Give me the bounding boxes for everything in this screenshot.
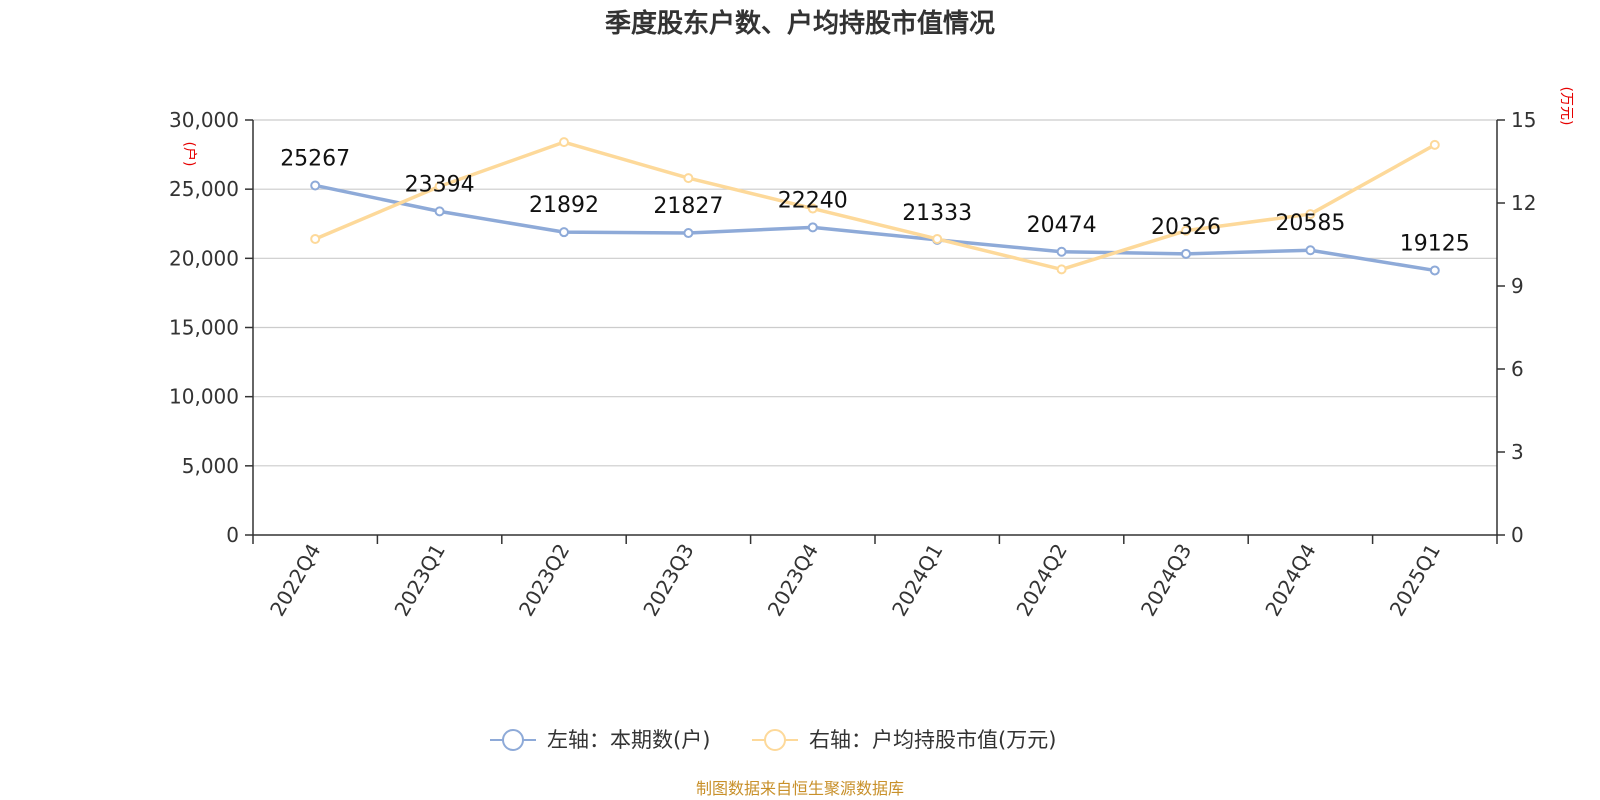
x-axis-tick-label: 2024Q1: [887, 540, 947, 621]
series-1-point[interactable]: [434, 181, 445, 192]
left-axis-tick-label: 25,000: [169, 177, 239, 201]
series-0-point[interactable]: [1181, 248, 1191, 259]
series-0-point[interactable]: [310, 180, 321, 191]
legend-marker-households: [502, 729, 524, 751]
x-axis-tick-label: 2023Q4: [763, 540, 823, 621]
series-0-point[interactable]: [1056, 246, 1067, 257]
right-axis-tick-label: 6: [1511, 357, 1524, 381]
series-line-1: [314, 140, 1436, 272]
series-line-0: [314, 183, 1436, 273]
series-1-point[interactable]: [1056, 264, 1067, 275]
series-0-point[interactable]: [434, 206, 445, 217]
series: [310, 137, 1440, 276]
right-axis-tick-label: 12: [1511, 191, 1536, 215]
left-axis-tick-label: 0: [226, 523, 239, 547]
left-axis-tick-label: 10,000: [169, 385, 239, 409]
axes: 0 5,000 10,000 15,000 20,000 25,000 30,000 0 3 6 9…: [169, 108, 1536, 620]
series-0-point[interactable]: [1429, 265, 1440, 276]
x-axis-tick-label: 2024Q3: [1136, 540, 1196, 621]
legend-label-households: 左轴：本期数(户): [547, 728, 710, 752]
left-axis-tick-label: 15,000: [169, 316, 239, 340]
series-0-point[interactable]: [559, 227, 569, 238]
series-0-data-label: 21333: [902, 201, 972, 226]
series-0-data-label: 19125: [1400, 231, 1470, 256]
series-0-data-label: 21892: [529, 193, 599, 218]
x-axis-tick-label: 2025Q1: [1385, 540, 1445, 621]
right-axis-tick-label: 0: [1511, 523, 1524, 547]
series-0-point[interactable]: [807, 222, 818, 233]
series-0-data-label: 21827: [653, 194, 723, 219]
legend: 左轴：本期数(户) 右轴：户均持股市值(万元): [490, 728, 1056, 752]
left-axis-tick-label: 30,000: [169, 108, 239, 132]
chart-title: 季度股东户数、户均持股市值情况: [605, 8, 995, 39]
series-1-point[interactable]: [1429, 139, 1440, 150]
series-0-point[interactable]: [683, 228, 694, 239]
x-axis-tick-label: 2023Q2: [514, 540, 574, 621]
x-axis-tick-label: 2023Q3: [638, 540, 698, 621]
legend-item-households[interactable]: 左轴：本期数(户): [490, 728, 710, 752]
series-0-data-label: 20326: [1151, 215, 1221, 240]
series-1-point[interactable]: [683, 173, 694, 184]
series-0-data-label: 20474: [1027, 213, 1097, 238]
grid-lines: [253, 119, 1497, 467]
series-1-point[interactable]: [1305, 209, 1316, 220]
left-axis-tick-label: 20,000: [169, 246, 239, 270]
series-1-point[interactable]: [932, 233, 943, 244]
legend-label-avg-value: 右轴：户均持股市值(万元): [809, 728, 1056, 752]
legend-item-avg-value[interactable]: 右轴：户均持股市值(万元): [752, 728, 1056, 752]
series-0-point[interactable]: [1305, 245, 1316, 256]
series-0-data-label: 25267: [280, 146, 350, 171]
right-axis-unit: (万元): [1558, 87, 1574, 126]
source-note: 制图数据来自恒生聚源数据库: [696, 779, 904, 798]
legend-marker-avg-value: [764, 729, 786, 751]
series-1-point[interactable]: [559, 137, 569, 148]
left-axis-tick-label: 5,000: [182, 454, 239, 478]
series-1-point[interactable]: [310, 233, 321, 244]
data-labels: 25267 23394 21892 21827 22240 21333 20474 20326…: [280, 146, 1470, 256]
x-axis-tick-label: 2024Q2: [1011, 540, 1071, 621]
series-1-point[interactable]: [807, 203, 818, 214]
series-1-point[interactable]: [1181, 225, 1191, 236]
x-axis-tick-label: 2023Q1: [389, 540, 449, 621]
right-axis-tick-label: 3: [1511, 440, 1524, 464]
x-axis-tick-label: 2024Q4: [1260, 540, 1320, 621]
right-axis-tick-label: 9: [1511, 274, 1524, 298]
series-0-data-label: 22240: [778, 188, 848, 213]
series-0-data-label: 20585: [1275, 211, 1345, 236]
x-axis-tick-label: 2022Q4: [265, 540, 325, 621]
right-axis-tick-label: 15: [1511, 108, 1536, 132]
left-axis-unit: (户): [181, 142, 198, 167]
series-0-data-label: 23394: [405, 172, 475, 197]
